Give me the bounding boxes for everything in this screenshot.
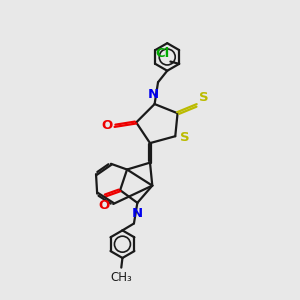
Text: N: N — [131, 207, 142, 220]
Text: O: O — [98, 199, 110, 212]
Text: Cl: Cl — [155, 47, 169, 60]
Text: S: S — [199, 91, 208, 104]
Text: O: O — [101, 119, 112, 132]
Text: S: S — [180, 131, 190, 144]
Text: CH₃: CH₃ — [110, 271, 132, 284]
Text: N: N — [148, 88, 159, 100]
